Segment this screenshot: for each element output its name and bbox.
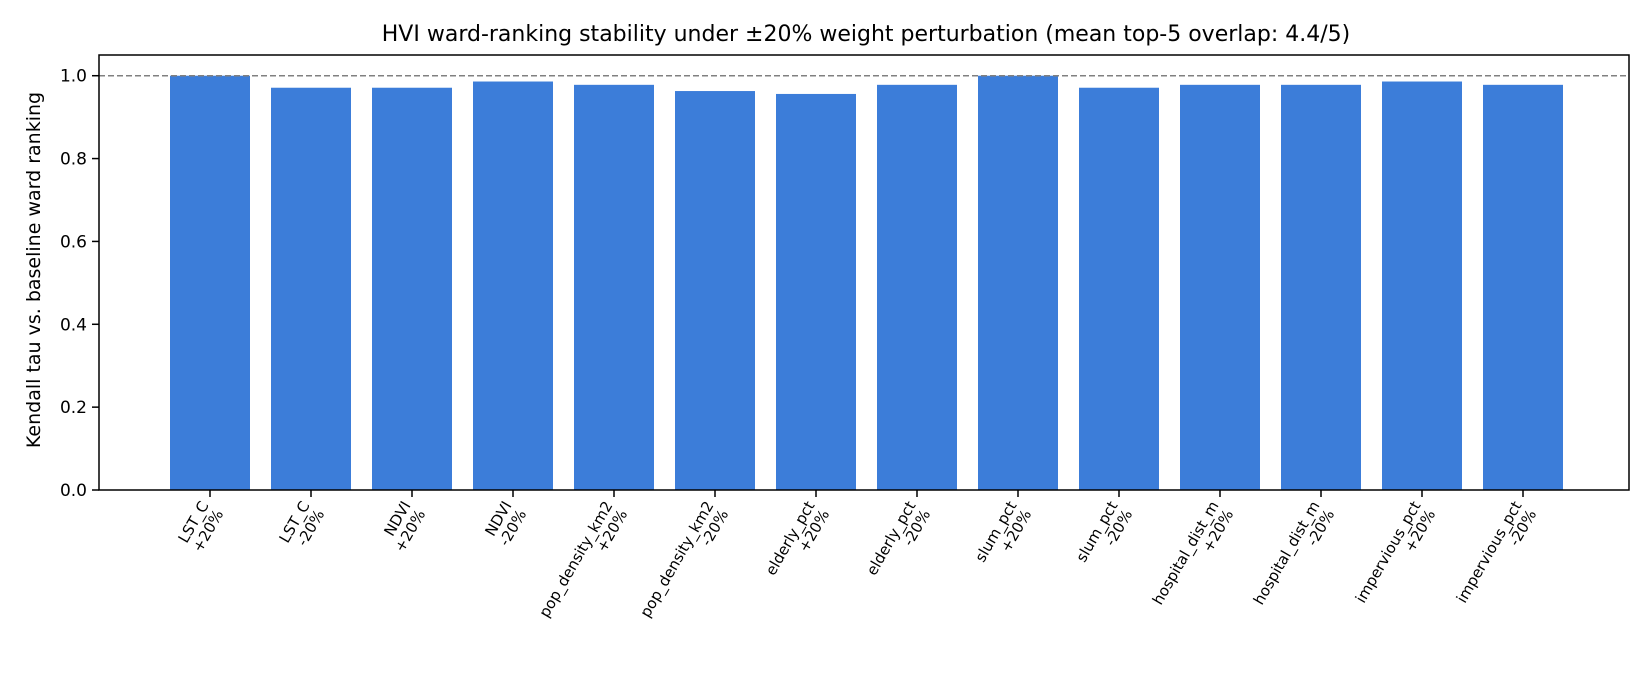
bar-pop_density_km2-minus bbox=[675, 91, 755, 491]
x-tick-label: hospital_dist_m-20% bbox=[1250, 498, 1339, 608]
x-tick-label: LST_C-20% bbox=[275, 498, 328, 549]
bar-slum_pct-plus bbox=[978, 75, 1058, 490]
y-tick-label: 0.6 bbox=[60, 232, 87, 252]
bar-impervious_pct-minus bbox=[1483, 84, 1563, 490]
bar-impervious_pct-plus bbox=[1382, 81, 1462, 490]
y-tick-label: 0.4 bbox=[60, 315, 87, 335]
y-tick-label: 0.0 bbox=[60, 481, 87, 501]
plot-frame bbox=[98, 54, 1630, 491]
x-tick-label: LST_C+20% bbox=[174, 498, 227, 555]
x-tick-label: NDVI-20% bbox=[481, 498, 530, 549]
y-tick-label: 1.0 bbox=[60, 67, 87, 87]
x-tick-label-feature: hospital_dist_m bbox=[1250, 498, 1325, 608]
x-tick-label: hospital_dist_m+20% bbox=[1149, 498, 1238, 608]
x-tick-label: elderly_pct+20% bbox=[762, 498, 834, 579]
x-tick-label-feature: pop_density_km2 bbox=[636, 498, 718, 621]
x-tick-label-feature: impervious_pct bbox=[1453, 498, 1527, 607]
bars bbox=[170, 75, 1563, 491]
x-tick-label-feature: pop_density_km2 bbox=[535, 498, 617, 621]
y-axis-label: Kendall tau vs. baseline ward ranking bbox=[23, 92, 45, 448]
x-tick-label: impervious_pct+20% bbox=[1352, 498, 1440, 607]
bar-elderly_pct-plus bbox=[776, 93, 856, 490]
y-tick-label: 0.2 bbox=[60, 398, 87, 418]
y-axis: 0.0 0.2 0.4 0.6 0.8 1.0 bbox=[60, 67, 99, 501]
x-tick-label: impervious_pct-20% bbox=[1453, 498, 1541, 607]
bar-elderly_pct-minus bbox=[877, 84, 957, 490]
bar-LST_C-minus bbox=[271, 87, 351, 490]
bar-slum_pct-minus bbox=[1079, 87, 1159, 490]
x-tick-label: pop_density_km2-20% bbox=[636, 498, 732, 621]
bar-NDVI-plus bbox=[372, 87, 452, 490]
bar-LST_C-plus bbox=[170, 75, 250, 490]
x-tick-label: slum_pct+20% bbox=[971, 498, 1035, 566]
y-tick-label: 0.8 bbox=[60, 150, 87, 170]
bar-hospital_dist_m-minus bbox=[1281, 84, 1361, 490]
chart-title: HVI ward-ranking stability under ±20% we… bbox=[382, 22, 1350, 47]
bar-NDVI-minus bbox=[473, 81, 553, 490]
x-tick-label: pop_density_km2+20% bbox=[535, 498, 631, 621]
x-axis: LST_C+20% LST_C-20% NDVI+20% NDVI-20% pop_de… bbox=[174, 490, 1541, 621]
bar-hospital_dist_m-plus bbox=[1180, 84, 1260, 490]
x-tick-label: NDVI+20% bbox=[380, 498, 429, 555]
x-tick-label: elderly_pct-20% bbox=[863, 498, 935, 579]
bar-pop_density_km2-plus bbox=[574, 84, 654, 490]
x-tick-label: slum_pct-20% bbox=[1072, 498, 1136, 566]
